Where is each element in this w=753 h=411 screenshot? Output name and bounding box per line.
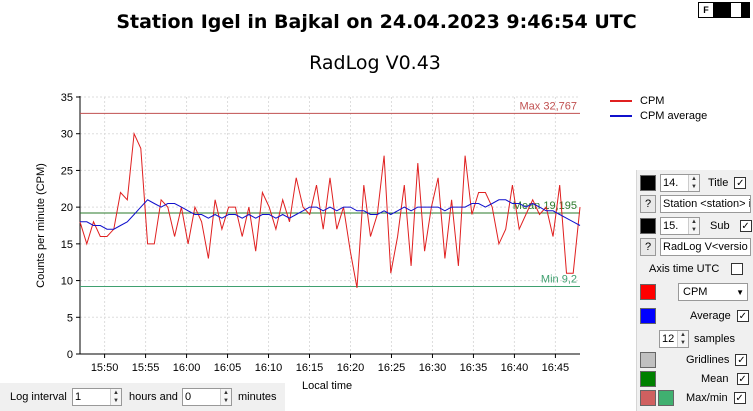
legend-label-cpm: CPM — [640, 94, 665, 107]
series-line — [79, 131, 581, 288]
samples-value: 12 — [662, 333, 675, 345]
title-checkbox[interactable]: ✓ — [734, 177, 747, 189]
spinner-arrows-icon[interactable]: ▲ ▼ — [220, 389, 231, 405]
chevron-down-icon: ▼ — [736, 287, 744, 297]
series-line — [80, 199, 581, 230]
legend-entry-cpm: CPM — [610, 93, 707, 108]
y-tick-label: 15 — [61, 239, 73, 251]
title-label: Title — [708, 177, 729, 189]
x-tick-label: 16:45 — [542, 362, 570, 374]
min-color-swatch[interactable] — [658, 390, 674, 406]
x-tick-label: 16:15 — [296, 362, 324, 374]
x-tick-label: 15:55 — [132, 362, 160, 374]
x-tick-label: 16:30 — [419, 362, 447, 374]
max-color-swatch[interactable] — [640, 390, 656, 406]
legend-label-average: CPM average — [640, 109, 708, 122]
maxmin-checkbox[interactable]: ✓ — [733, 392, 746, 404]
average-color-swatch[interactable] — [640, 308, 656, 324]
spinner-arrows-icon[interactable]: ▲ ▼ — [677, 331, 688, 347]
maxmin-label: Max/min — [686, 392, 728, 404]
chart-legend: CPM CPM average — [610, 93, 707, 123]
x-tick-label: 15:50 — [91, 362, 119, 374]
average-checkbox[interactable]: ✓ — [736, 310, 749, 322]
legend-entry-average: CPM average — [610, 108, 707, 123]
title-help-button[interactable]: ? — [640, 195, 656, 213]
page-title: Station Igel in Bajkal on 24.04.2023 9:4… — [116, 11, 637, 33]
y-tick-label: 0 — [67, 349, 73, 361]
log-interval-bar: Log interval 1 ▲ ▼ hours and 0 ▲ ▼ minutes — [0, 383, 285, 411]
sub-size-spinner[interactable]: 15. ▲ ▼ — [660, 217, 700, 235]
x-tick-label: 16:35 — [460, 362, 488, 374]
sub-checkbox[interactable]: ✓ — [739, 220, 752, 232]
minutes-label: minutes — [238, 391, 277, 403]
mean-checkbox[interactable]: ✓ — [736, 373, 749, 385]
spinner-arrows-icon[interactable]: ▲ ▼ — [688, 218, 699, 234]
minutes-value: 0 — [185, 391, 192, 403]
legend-line-average — [610, 114, 632, 117]
y-tick-label: 25 — [61, 165, 73, 177]
color-toggle-icon — [731, 3, 741, 17]
hours-label: hours and — [129, 391, 178, 403]
hours-value: 1 — [75, 391, 82, 403]
sub-color-swatch[interactable] — [640, 218, 656, 234]
settings-panel: 14. ▲ ▼ Title ✓ ? Station <station> i 15.… — [636, 170, 753, 411]
gridlines-color-swatch[interactable] — [640, 352, 656, 368]
samples-spinner[interactable]: 12 ▲ ▼ — [659, 330, 689, 348]
x-tick-label: 16:05 — [214, 362, 242, 374]
series-select-value: CPM — [683, 286, 708, 298]
x-tick-label: 16:25 — [378, 362, 406, 374]
axis-time-utc-checkbox[interactable] — [731, 263, 744, 275]
gridlines-checkbox[interactable]: ✓ — [735, 354, 748, 366]
x-tick-label: 16:20 — [337, 362, 365, 374]
chart-subtitle: RadLog V0.43 — [309, 52, 441, 74]
average-label: Average — [690, 310, 731, 322]
cpm-color-swatch[interactable] — [640, 284, 656, 300]
sub-size-value: 15. — [663, 220, 679, 232]
sub-help-button[interactable]: ? — [640, 238, 656, 256]
series-select[interactable]: CPM ▼ — [678, 283, 748, 301]
spinner-arrows-icon[interactable]: ▲ ▼ — [110, 389, 121, 405]
reference-line-label: Min 9,2 — [541, 273, 577, 285]
y-tick-label: 30 — [61, 129, 73, 141]
reference-line-label: Max 32,767 — [520, 100, 577, 112]
gridlines-label: Gridlines — [686, 354, 730, 366]
legend-line-cpm — [610, 99, 632, 102]
samples-label: samples — [694, 333, 735, 345]
log-interval-label: Log interval — [10, 391, 67, 403]
spinner-arrows-icon[interactable]: ▲ ▼ — [688, 175, 699, 191]
title-color-swatch[interactable] — [640, 175, 656, 191]
title-size-spinner[interactable]: 14. ▲ ▼ — [660, 174, 700, 192]
minutes-spinner[interactable]: 0 ▲ ▼ — [182, 388, 232, 406]
y-tick-label: 10 — [61, 276, 73, 288]
sub-text-input[interactable]: RadLog V<versio — [660, 238, 751, 256]
y-tick-label: 5 — [67, 312, 73, 324]
title-size-value: 14. — [663, 177, 679, 189]
y-axis-label: Counts per minute (CPM) — [35, 163, 47, 288]
y-tick-label: 35 — [61, 92, 73, 104]
x-tick-label: 16:40 — [501, 362, 529, 374]
font-toggle-button[interactable]: F — [698, 2, 750, 18]
axis-time-utc-label: Axis time UTC — [649, 263, 720, 275]
mean-color-swatch[interactable] — [640, 371, 656, 387]
title-text-input[interactable]: Station <station> i — [660, 195, 751, 213]
font-icon: F — [699, 3, 714, 17]
mean-label: Mean — [701, 373, 729, 385]
sub-label: Sub — [710, 220, 730, 232]
x-tick-label: 16:10 — [255, 362, 283, 374]
y-tick-label: 20 — [61, 202, 73, 214]
x-axis-label: Local time — [302, 380, 353, 392]
x-tick-label: 16:00 — [173, 362, 201, 374]
hours-spinner[interactable]: 1 ▲ ▼ — [72, 388, 122, 406]
